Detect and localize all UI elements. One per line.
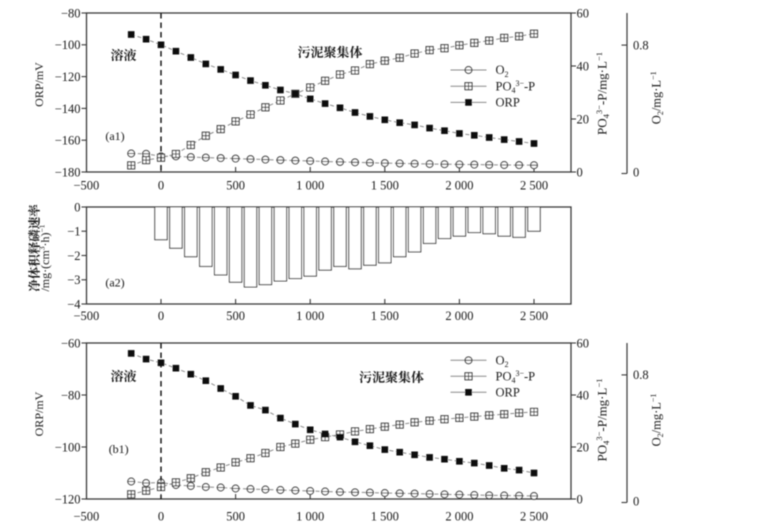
svg-text:1 000: 1 000 xyxy=(296,309,324,323)
svg-text:−100: −100 xyxy=(55,440,81,454)
svg-text:−4: −4 xyxy=(67,297,81,311)
svg-text:500: 500 xyxy=(226,309,245,323)
svg-text:1 500: 1 500 xyxy=(371,309,399,323)
svg-text:−80: −80 xyxy=(61,6,81,20)
svg-text:(a1): (a1) xyxy=(105,129,124,143)
svg-text:−500: −500 xyxy=(73,179,99,193)
svg-text:PO43−-P: PO43−-P xyxy=(496,369,536,385)
svg-text:−100: −100 xyxy=(55,38,81,52)
svg-text:0: 0 xyxy=(158,510,164,524)
svg-text:−80: −80 xyxy=(61,388,81,402)
svg-text:0: 0 xyxy=(158,179,164,193)
svg-text:−1: −1 xyxy=(67,225,80,239)
svg-text:PO43−-P/mg·L−1: PO43−-P/mg·L−1 xyxy=(594,52,611,135)
svg-text:20: 20 xyxy=(577,112,590,126)
svg-text:40: 40 xyxy=(577,388,590,402)
svg-text:0.8: 0.8 xyxy=(633,368,649,382)
svg-text:500: 500 xyxy=(226,510,245,524)
svg-text:60: 60 xyxy=(577,6,590,20)
svg-text:500: 500 xyxy=(226,179,245,193)
svg-text:/mg·(cm3·h)−1: /mg·(cm3·h)−1 xyxy=(38,224,52,291)
svg-text:2 000: 2 000 xyxy=(445,179,473,193)
svg-text:−120: −120 xyxy=(55,70,81,84)
svg-text:−500: −500 xyxy=(73,510,99,524)
svg-text:ORP/mV: ORP/mV xyxy=(32,62,46,107)
svg-text:1 000: 1 000 xyxy=(296,510,324,524)
svg-text:0: 0 xyxy=(158,309,164,323)
svg-text:0: 0 xyxy=(74,200,80,214)
svg-text:−120: −120 xyxy=(55,492,81,506)
svg-text:ORP: ORP xyxy=(496,96,520,110)
svg-text:0: 0 xyxy=(633,495,639,509)
svg-text:2 000: 2 000 xyxy=(445,309,473,323)
svg-text:O2/mg·L−1: O2/mg·L−1 xyxy=(649,71,665,124)
svg-text:−3: −3 xyxy=(67,273,80,287)
svg-text:2 500: 2 500 xyxy=(520,510,548,524)
svg-text:2 500: 2 500 xyxy=(520,309,548,323)
svg-text:2 500: 2 500 xyxy=(520,179,548,193)
svg-text:1 000: 1 000 xyxy=(296,179,324,193)
svg-text:(b1): (b1) xyxy=(109,442,129,456)
svg-text:PO43−-P/mg·L−1: PO43−-P/mg·L−1 xyxy=(594,378,611,461)
svg-text:60: 60 xyxy=(577,336,590,350)
svg-text:0.8: 0.8 xyxy=(633,38,649,52)
svg-text:O2/mg·L−1: O2/mg·L−1 xyxy=(649,394,665,447)
svg-text:2 000: 2 000 xyxy=(445,510,473,524)
svg-text:1 500: 1 500 xyxy=(371,510,399,524)
svg-text:−60: −60 xyxy=(61,336,81,350)
svg-text:PO43−-P: PO43−-P xyxy=(496,79,536,95)
svg-text:−2: −2 xyxy=(67,249,80,263)
svg-text:ORP/mV: ORP/mV xyxy=(32,391,46,436)
svg-text:0: 0 xyxy=(577,492,583,506)
svg-text:−500: −500 xyxy=(73,309,99,323)
svg-text:(a2): (a2) xyxy=(105,276,124,290)
svg-text:−160: −160 xyxy=(55,134,81,148)
svg-text:−140: −140 xyxy=(55,102,81,116)
svg-text:0: 0 xyxy=(633,166,639,180)
svg-text:1 500: 1 500 xyxy=(371,179,399,193)
svg-text:40: 40 xyxy=(577,59,590,73)
svg-text:−180: −180 xyxy=(55,165,81,179)
svg-text:0: 0 xyxy=(577,165,583,179)
svg-text:20: 20 xyxy=(577,440,590,454)
svg-text:ORP: ORP xyxy=(496,386,520,400)
